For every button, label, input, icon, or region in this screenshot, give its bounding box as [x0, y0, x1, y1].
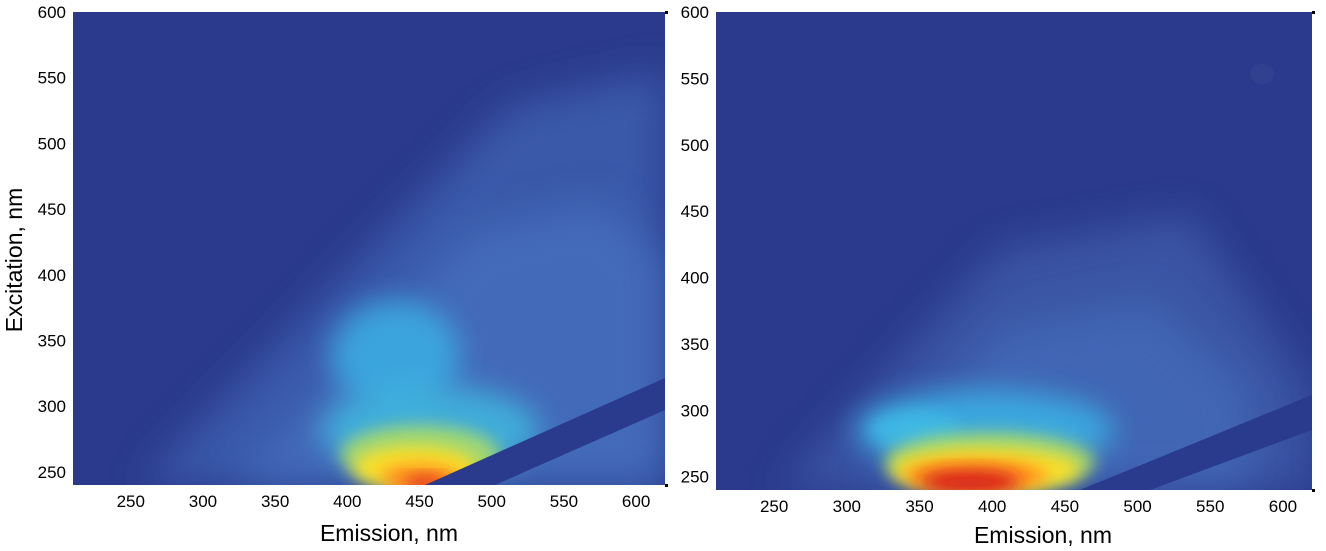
y-tick-label: 600	[38, 3, 66, 22]
y-tick-label: 400	[38, 266, 66, 285]
y-axis-label: Excitation, nm	[1, 188, 27, 332]
fluorescence-map	[780, 64, 1312, 490]
y-tick-label: 500	[38, 134, 66, 153]
corner-tick-mark	[665, 11, 668, 14]
x-tick-label: 500	[1123, 497, 1151, 516]
y-tick-label: 550	[38, 69, 66, 88]
corner-tick-mark	[665, 484, 668, 487]
x-tick-label: 350	[261, 492, 289, 511]
y-tick-label: 250	[681, 468, 709, 487]
peak-red	[920, 470, 1020, 490]
x-tick-label: 550	[1196, 497, 1224, 516]
y-tick-label: 450	[38, 200, 66, 219]
x-tick-label: 350	[905, 497, 933, 516]
x-tick-label: 600	[1269, 497, 1297, 516]
x-axis-label: Emission, nm	[974, 522, 1112, 548]
x-tick-label: 250	[117, 492, 145, 511]
heatmap-panel-right: 250 300 350 400 450 500 550 600 250 300 350 400 450…	[681, 3, 1315, 548]
x-tick-label: 450	[1051, 497, 1079, 516]
x-tick-label: 500	[478, 492, 506, 511]
y-tick-labels: 250 300 350 400 450 500 550 600	[681, 3, 1315, 492]
faint-spot	[1250, 64, 1274, 84]
y-tick-label: 500	[681, 136, 709, 155]
corner-tick-mark	[1312, 489, 1315, 492]
y-tick-label: 600	[681, 3, 709, 22]
x-axis-label: Emission, nm	[320, 520, 458, 546]
y-tick-label: 250	[38, 463, 66, 482]
x-tick-label: 300	[189, 492, 217, 511]
x-tick-label: 400	[978, 497, 1006, 516]
x-tick-labels: 250 300 350 400 450 500 550 600	[117, 492, 651, 511]
scatter-band	[1080, 395, 1312, 490]
y-tick-label: 350	[38, 331, 66, 350]
x-tick-label: 300	[833, 497, 861, 516]
y-tick-label: 300	[38, 397, 66, 416]
x-tick-label: 400	[333, 492, 361, 511]
corner-tick-mark	[1312, 11, 1315, 14]
y-tick-label: 400	[681, 269, 709, 288]
x-tick-label: 250	[760, 497, 788, 516]
y-tick-label: 450	[681, 202, 709, 221]
x-tick-label: 550	[550, 492, 578, 511]
y-tick-labels: 250 300 350 400 450 500 550 600	[38, 3, 668, 487]
x-tick-labels: 250 300 350 400 450 500 550 600	[760, 497, 1297, 516]
x-tick-label: 450	[405, 492, 433, 511]
y-tick-label: 550	[681, 69, 709, 88]
fluorescence-map	[140, 70, 665, 485]
x-tick-label: 600	[622, 492, 650, 511]
scatter-band	[425, 378, 665, 485]
heatmap-panel-left: 250 300 350 400 450 500 550 600 250 300 350 400 450…	[1, 3, 668, 546]
y-tick-label: 350	[681, 335, 709, 354]
peak-secondary	[330, 300, 460, 410]
y-tick-label: 300	[681, 401, 709, 420]
